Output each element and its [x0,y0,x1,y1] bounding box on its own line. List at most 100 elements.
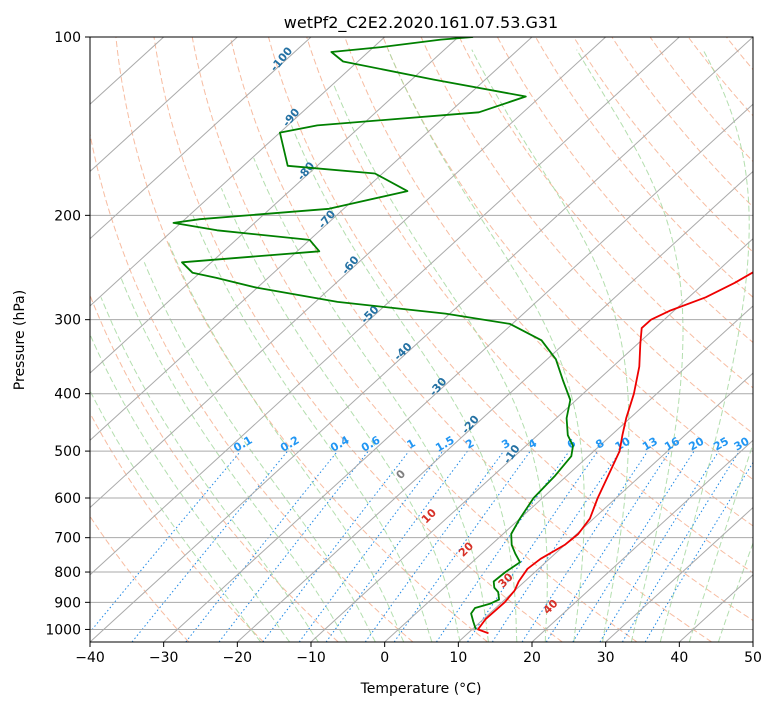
dry-adiabat [90,131,414,642]
moist-adiabat [387,49,585,642]
moist-adiabat [332,83,548,642]
y-tick-label: 300 [54,313,81,329]
isotherm [384,305,753,642]
mixing-ratio-line [218,450,369,642]
y-tick-label: 600 [54,491,81,507]
dry-adiabat-label: -80 [295,159,318,183]
moist-adiabat [167,239,405,642]
moist-adiabat [120,277,348,642]
moist-adiabat [90,389,262,642]
dry-adiabat [344,37,753,527]
moist-adiabat-label: 20 [456,539,476,559]
y-tick-label: 900 [54,595,81,611]
chart-title: wetPf2_C2E2.2020.161.07.53.G31 [284,13,558,33]
x-tick-label: −40 [75,650,105,666]
moist-adiabat-label: 40 [541,597,561,617]
moist-adiabat [576,49,684,642]
dry-adiabat [611,37,753,208]
mixing-ratio-line [325,450,468,642]
adiabat-labels: -100-90-80-70-60-50-40-30-20-10010203040… [231,44,772,617]
mixing-ratio-line [491,450,621,642]
axes: −40 −30 −20 −10 0 10 20 30 40 5010020030040050060… [45,30,762,666]
mixing-ratio-line [364,450,505,642]
y-axis-label: Pressure (hPa) [12,290,28,390]
isotherm [90,37,459,374]
mixing-ratio-line [621,450,740,642]
profiles [172,37,753,635]
dry-adiabat-label: -30 [427,375,450,399]
dry-adiabat [765,37,775,642]
y-tick-label: 200 [54,208,81,224]
mixing-ratio-line [298,450,444,642]
mixing-ratio-line [435,450,570,642]
moist-adiabat [688,442,753,642]
dry-adiabat-label: -40 [391,340,414,363]
x-tick-label: 0 [380,650,389,666]
isotherm [310,237,753,642]
mixing-ratio-line [644,461,753,642]
isotherm [752,641,753,642]
isotherm [90,37,753,642]
x-tick-label: −20 [223,650,253,666]
x-tick-label: 40 [670,650,688,666]
moist-adiabat [220,188,461,642]
mixing-ratio-label: 4 [526,436,539,451]
y-tick-label: 400 [54,387,81,403]
mixing-ratio-line [262,450,410,642]
dry-adiabat [90,515,190,642]
isotherm [90,37,533,442]
x-tick-label: 20 [523,650,541,666]
x-tick-label: 10 [449,650,467,666]
dry-adiabat [458,37,753,389]
y-tick-label: 1000 [45,622,81,638]
x-axis-label: Temperature (°C) [360,681,482,697]
dry-adiabat [687,37,753,117]
mixing-ratio-line [467,450,599,642]
isotherm [90,37,680,576]
y-tick-label: 100 [54,30,81,46]
moist-adiabat [471,49,630,642]
moist-adiabat [192,215,433,642]
dry-adiabat [191,37,638,642]
mixing-ratio-line [90,450,242,633]
isotherm [236,170,753,642]
moist-adiabat [90,333,291,642]
x-tick-label: −10 [296,650,326,666]
dry-adiabat [268,37,753,622]
dry-adiabat [573,37,753,253]
dry-adiabat-label: -70 [316,207,339,231]
dry-adiabat [90,412,264,642]
dry-adiabat [535,37,753,298]
dewpoint-line [172,37,574,630]
mixing-ratio-line [599,450,720,642]
dry-adiabat [496,37,753,344]
isotherm [531,439,753,642]
mixing-ratio-line [545,450,671,642]
y-tick-label: 800 [54,565,81,581]
mixing-ratio-line [572,450,695,642]
dry-adiabat [306,37,753,574]
isotherm [163,103,753,642]
moist-adiabat [100,297,319,642]
mixing-ratio-label: 1 [405,437,418,452]
dry-adiabat [726,37,753,71]
mixing-ratio-label: 36 [752,434,772,453]
background-lines [90,37,775,642]
dry-adiabat [115,37,488,642]
moist-adiabat [718,541,753,642]
y-tick-label: 500 [54,444,81,460]
dry-adiabat [153,37,563,642]
moist-adiabat [659,49,750,642]
isotherm [90,37,312,240]
dry-adiabat [649,37,753,163]
moist-adiabat-label: 0 [394,467,409,482]
y-tick-label: 700 [54,531,81,547]
moist-adiabat [290,123,518,642]
x-tick-label: 50 [744,650,762,666]
x-tick-label: 30 [597,650,615,666]
isotherm [605,506,753,642]
isotherm [90,37,607,509]
isotherm [90,37,238,173]
x-tick-label: −30 [149,650,179,666]
isotherm [90,37,386,307]
